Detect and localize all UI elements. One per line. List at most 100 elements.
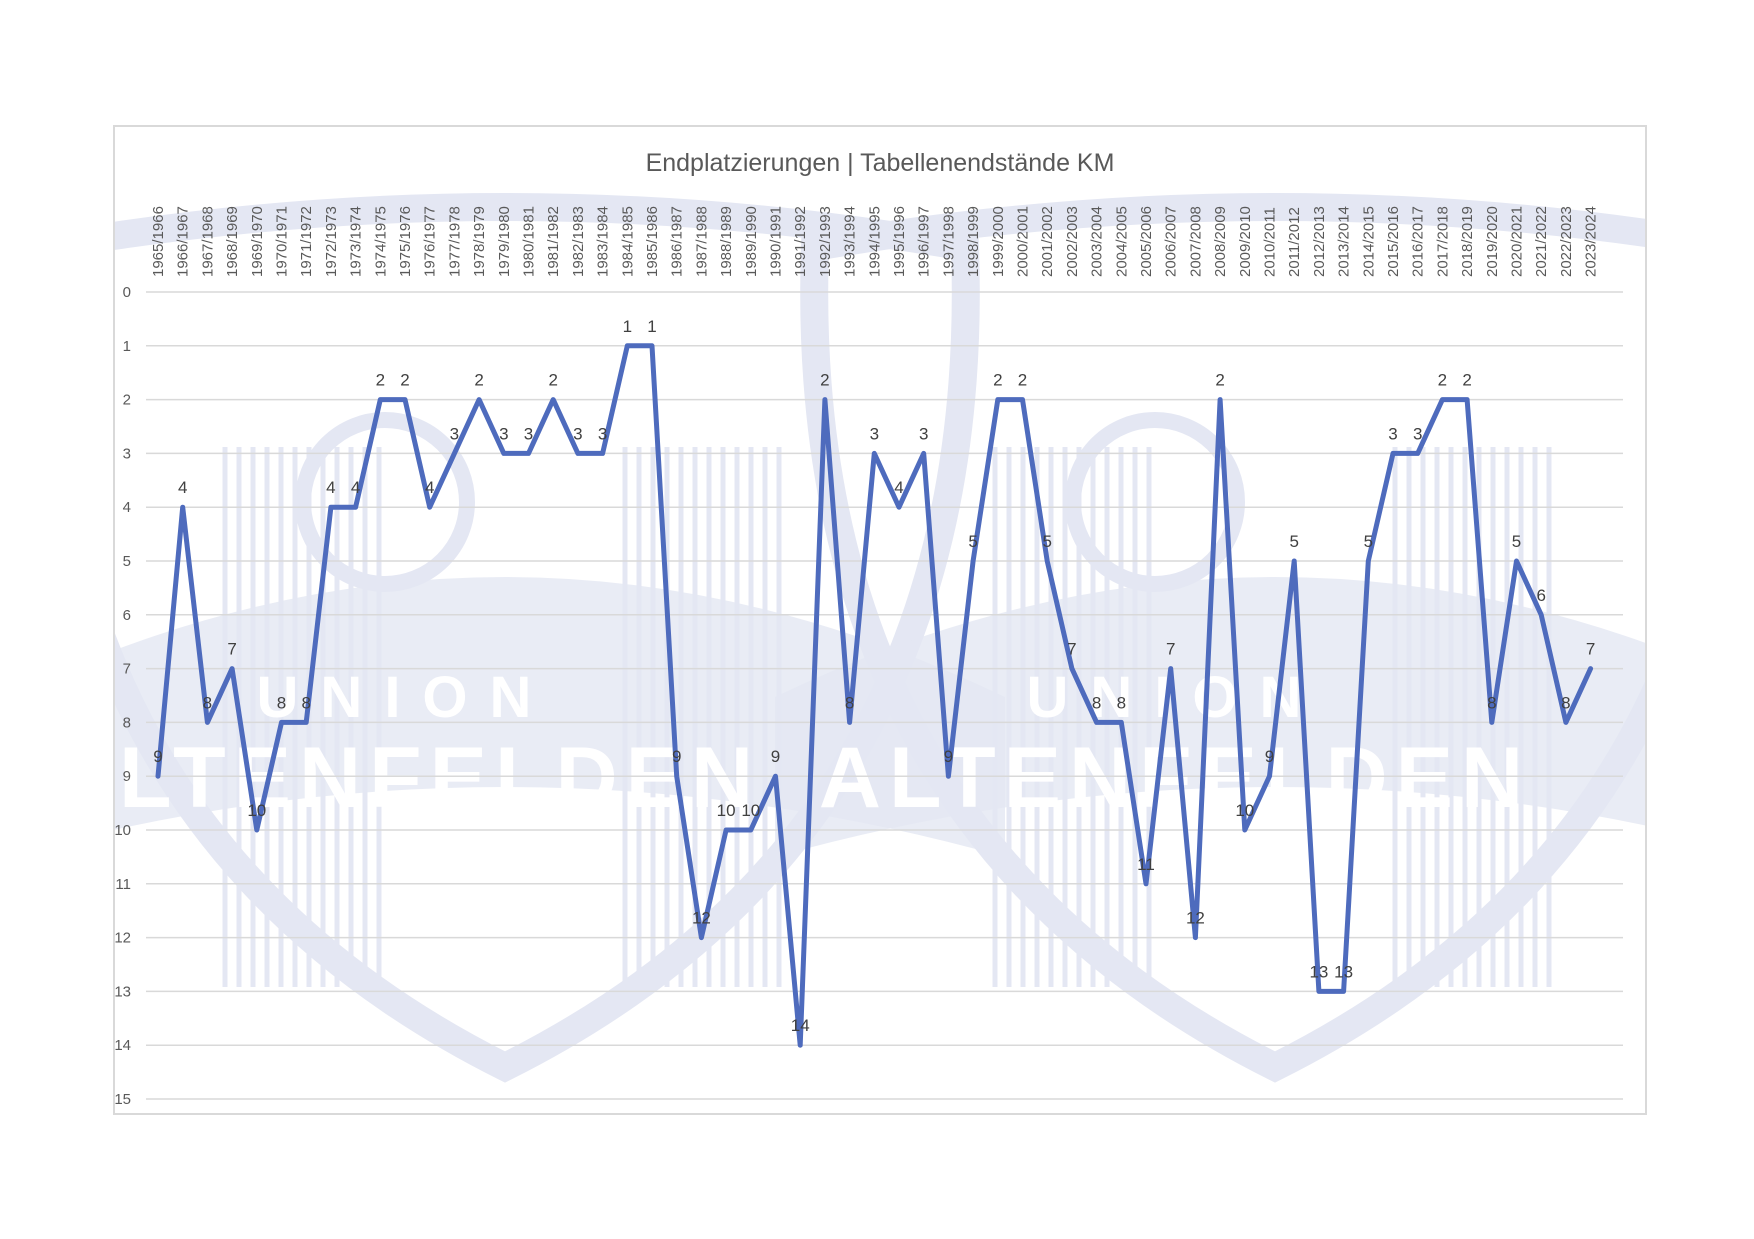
x-tick-label: 2015/2016 <box>1385 206 1402 277</box>
data-label: 2 <box>548 371 557 390</box>
data-label: 13 <box>1334 962 1353 981</box>
x-tick-label: 1979/1980 <box>496 206 513 277</box>
y-tick-label: 11 <box>115 876 131 893</box>
data-label: 3 <box>573 424 582 443</box>
y-tick-label: 8 <box>123 714 131 731</box>
data-label: 7 <box>1166 640 1175 659</box>
data-label: 8 <box>1561 693 1570 712</box>
y-tick-label: 12 <box>115 930 131 947</box>
data-label: 3 <box>598 424 607 443</box>
data-label: 3 <box>499 424 508 443</box>
x-tick-label: 2019/2020 <box>1484 206 1501 277</box>
x-tick-label: 2007/2008 <box>1187 206 1204 277</box>
x-tick-label: 1969/1970 <box>249 206 266 277</box>
football-icon <box>295 412 475 592</box>
x-tick-label: 2018/2019 <box>1459 206 1476 277</box>
data-label: 2 <box>1215 371 1224 390</box>
data-label: 4 <box>894 478 903 497</box>
x-tick-label: 1971/1972 <box>298 206 315 277</box>
x-tick-label: 1968/1969 <box>224 206 241 277</box>
x-tick-label: 1999/2000 <box>990 206 1007 277</box>
x-tick-label: 2012/2013 <box>1311 206 1328 277</box>
x-tick-label: 1989/1990 <box>743 206 760 277</box>
data-label: 10 <box>717 801 736 820</box>
data-label: 5 <box>1512 532 1521 551</box>
chart-title: Endplatzierungen | Tabellenendstände KM <box>645 149 1115 177</box>
x-tick-label: 1984/1985 <box>619 206 636 277</box>
data-label: 11 <box>1137 855 1155 874</box>
x-tick-label: 2001/2002 <box>1039 206 1056 277</box>
x-tick-label: 1998/1999 <box>965 206 982 277</box>
x-tick-label: 2021/2022 <box>1533 206 1550 277</box>
y-tick-label: 4 <box>123 499 131 516</box>
data-label: 7 <box>1586 640 1595 659</box>
y-tick-label: 7 <box>123 661 131 678</box>
data-label: 9 <box>771 747 780 766</box>
x-tick-label: 2002/2003 <box>1064 206 1081 277</box>
data-label: 10 <box>1235 801 1254 820</box>
data-label: 9 <box>1265 747 1274 766</box>
y-tick-label: 0 <box>123 284 131 301</box>
x-tick-label: 1981/1982 <box>545 206 562 277</box>
x-tick-label: 1996/1997 <box>916 206 933 277</box>
data-label: 10 <box>741 801 760 820</box>
data-label: 3 <box>1413 424 1422 443</box>
data-label: 12 <box>692 909 711 928</box>
data-label: 5 <box>1289 532 1298 551</box>
data-label: 13 <box>1309 962 1328 981</box>
x-tick-label: 1990/1991 <box>768 206 785 277</box>
x-tick-label: 1965/1966 <box>150 206 167 277</box>
y-tick-label: 2 <box>123 392 131 409</box>
x-tick-label: 1972/1973 <box>323 206 340 277</box>
data-label: 7 <box>1067 640 1076 659</box>
x-tick-label: 2000/2001 <box>1015 206 1032 277</box>
x-tick-label: 2014/2015 <box>1360 206 1377 277</box>
x-tick-label: 2011/2012 <box>1286 207 1303 277</box>
watermark-text-union: UNION <box>257 665 554 730</box>
x-tick-label: 2022/2023 <box>1558 206 1575 277</box>
x-tick-label: 1978/1979 <box>471 206 488 277</box>
data-label: 3 <box>919 424 928 443</box>
data-label: 2 <box>1462 371 1471 390</box>
data-label: 8 <box>277 693 286 712</box>
data-label: 1 <box>623 317 632 336</box>
x-tick-label: 1966/1967 <box>175 206 192 277</box>
x-tick-label: 1987/1988 <box>693 206 710 277</box>
data-label: 2 <box>820 371 829 390</box>
x-tick-label: 1970/1971 <box>274 206 291 277</box>
x-tick-label: 2020/2021 <box>1509 206 1526 277</box>
data-label: 14 <box>791 1016 810 1035</box>
y-tick-label: 15 <box>115 1091 131 1108</box>
y-tick-label: 6 <box>123 607 131 624</box>
watermark-text-altenfelden: ALTENFELDEN <box>819 730 1531 826</box>
data-label: 4 <box>326 478 335 497</box>
x-tick-label: 1973/1974 <box>348 206 365 277</box>
data-label: 8 <box>1092 693 1101 712</box>
y-tick-label: 1 <box>123 338 131 355</box>
x-tick-label: 1974/1975 <box>372 206 389 277</box>
x-tick-label: 1985/1986 <box>644 206 661 277</box>
x-tick-label: 2009/2010 <box>1237 206 1254 277</box>
data-label: 6 <box>1536 586 1545 605</box>
x-axis-ticks: 1965/1966 1966/1967 1967/1968 1968/1969 1969… <box>150 206 1600 277</box>
data-label: 9 <box>672 747 681 766</box>
data-label: 9 <box>944 747 953 766</box>
x-tick-label: 1977/1978 <box>446 206 463 277</box>
x-tick-label: 2006/2007 <box>1163 206 1180 277</box>
data-label: 8 <box>845 693 854 712</box>
x-tick-label: 2023/2024 <box>1583 206 1600 277</box>
data-label: 8 <box>1487 693 1496 712</box>
data-label: 2 <box>474 371 483 390</box>
y-tick-label: 14 <box>115 1037 131 1054</box>
data-label: 10 <box>247 801 266 820</box>
y-tick-label: 5 <box>123 553 131 570</box>
data-label: 3 <box>1388 424 1397 443</box>
data-label: 2 <box>993 371 1002 390</box>
x-tick-label: 1997/1998 <box>940 206 957 277</box>
data-label: 4 <box>425 478 434 497</box>
x-tick-label: 2016/2017 <box>1410 206 1427 277</box>
